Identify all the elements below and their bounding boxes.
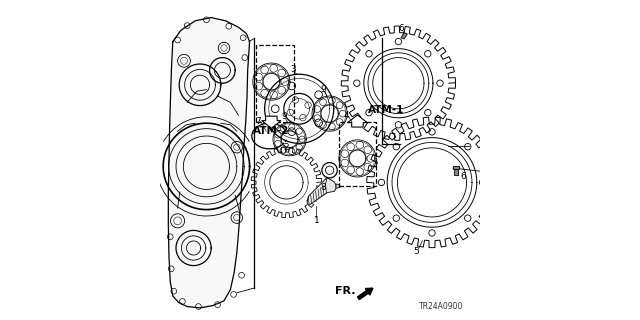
Polygon shape [168,18,250,308]
Text: 6: 6 [399,24,404,33]
Polygon shape [307,178,336,205]
Polygon shape [454,169,458,175]
Text: 3: 3 [290,65,296,74]
FancyArrow shape [358,288,373,300]
Text: 1: 1 [314,216,319,225]
Polygon shape [262,116,281,128]
Text: 8: 8 [321,183,326,192]
Text: 4: 4 [344,111,349,120]
Text: 5: 5 [413,247,419,256]
Polygon shape [453,166,460,169]
Bar [256,45,294,122]
Polygon shape [401,33,408,39]
Text: 7: 7 [255,117,260,126]
Text: 9: 9 [321,85,326,94]
Text: FR.: FR. [335,286,356,296]
Text: 6: 6 [461,172,467,181]
Polygon shape [336,184,340,188]
Text: 2: 2 [284,143,289,152]
Polygon shape [348,115,367,127]
Text: ATM-1: ATM-1 [368,105,404,116]
Text: 9: 9 [281,112,287,121]
Text: TR24A0900: TR24A0900 [419,302,464,311]
Bar [339,122,376,186]
Text: ATM-2: ATM-2 [253,126,289,136]
